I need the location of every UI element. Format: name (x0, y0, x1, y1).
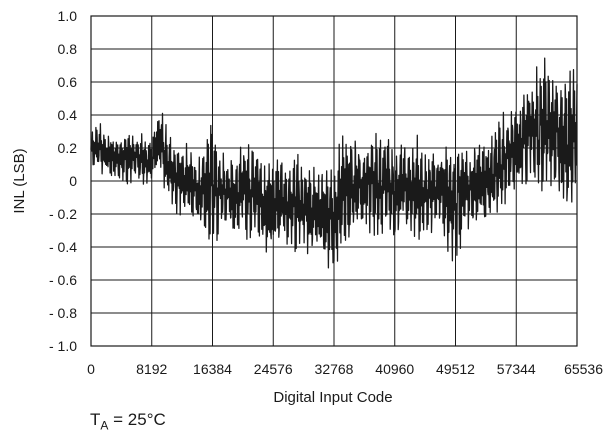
x-tick-label: 49512 (436, 361, 475, 377)
y-tick-label: 0 (69, 173, 77, 189)
y-tick-label: - 0.2 (49, 206, 77, 222)
y-tick-label: 0.2 (58, 140, 78, 156)
y-tick-label: 0.6 (58, 74, 78, 90)
x-tick-label: 57344 (497, 361, 536, 377)
y-tick-label: - 1.0 (49, 338, 77, 354)
x-tick-label: 8192 (136, 361, 167, 377)
temperature-value: = 25°C (108, 410, 166, 429)
temperature-subscript: A (100, 418, 109, 433)
x-tick-label: 24576 (254, 361, 293, 377)
x-tick-label: 0 (87, 361, 95, 377)
y-tick-label: 0.8 (58, 41, 78, 57)
x-tick-label: 32768 (315, 361, 354, 377)
y-tick-labels: 1.0 0.8 0.6 0.4 0.2 0 - 0.2 - 0.4 - 0.6 - 0.8 - 1.… (49, 8, 77, 354)
x-axis-title: Digital Input Code (273, 389, 392, 406)
y-tick-label: 1.0 (58, 8, 78, 24)
y-tick-label: - 0.8 (49, 305, 77, 321)
temperature-symbol: T (90, 410, 101, 429)
plot-frame (90, 15, 578, 347)
y-axis-title: INL (LSB) (11, 148, 28, 213)
plot-border (90, 15, 578, 347)
y-tick-label: - 0.6 (49, 272, 77, 288)
x-tick-label: 40960 (375, 361, 414, 377)
inl-series-line (90, 57, 578, 269)
y-tick-label: - 0.4 (49, 239, 77, 255)
x-tick-labels: 0 8192 16384 24576 32768 40960 49512 57344 65536 (87, 361, 603, 377)
temperature-note: TA = 25°C (90, 410, 166, 432)
y-tick-label: 0.4 (58, 107, 78, 123)
x-tick-label: 16384 (193, 361, 232, 377)
inl-data-trace (90, 57, 578, 269)
x-tick-label: 65536 (564, 361, 603, 377)
